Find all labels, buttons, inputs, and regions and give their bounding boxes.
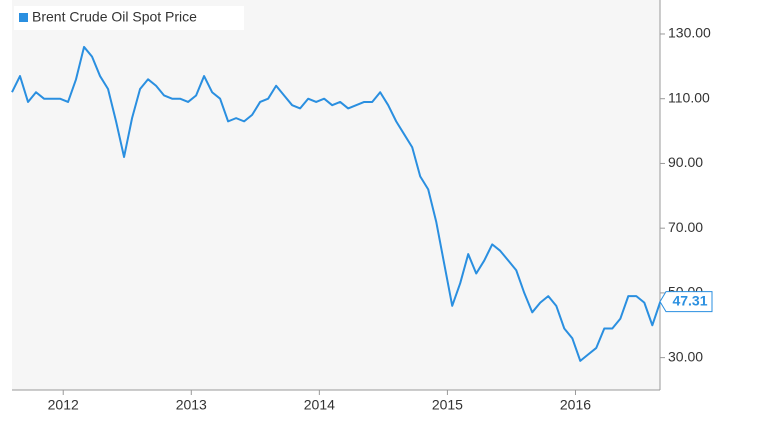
price-line: [11, 45, 662, 362]
plot-area: [12, 0, 660, 390]
last-value-label: 47.31: [672, 292, 707, 308]
x-tick-label: 2012: [48, 397, 79, 413]
last-value-flag: [659, 291, 713, 313]
y-tick-label: 30.00: [668, 348, 703, 364]
x-tick-label: 2015: [432, 397, 463, 413]
legend-box: [14, 6, 244, 30]
x-tick-label: 2014: [304, 397, 335, 413]
y-tick-label: 130.00: [668, 25, 711, 41]
legend-swatch: [19, 13, 28, 22]
x-tick-label: 2016: [560, 397, 591, 413]
y-tick-label: 70.00: [668, 219, 703, 235]
x-tick-label: 2013: [176, 397, 207, 413]
y-tick-label: 90.00: [668, 154, 703, 170]
y-tick-label: 110.00: [668, 89, 710, 105]
legend-label: Brent Crude Oil Spot Price: [32, 9, 197, 25]
